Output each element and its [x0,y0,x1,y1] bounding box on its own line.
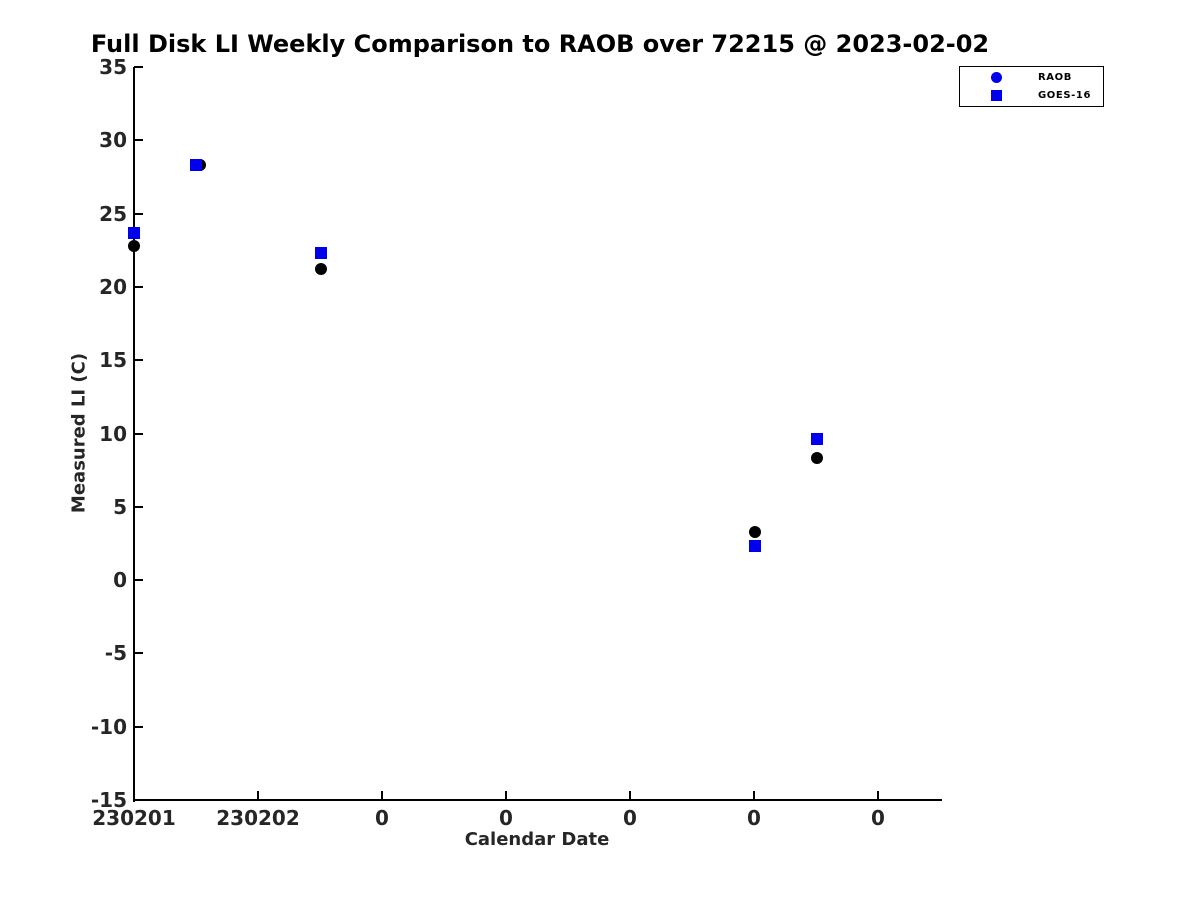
y-tick-label: 10 [99,421,127,446]
data-point-raob [315,263,328,276]
y-tick-mark [134,799,143,801]
y-tick-label: 20 [99,274,127,299]
y-axis-line [133,67,135,802]
x-tick-label: 230202 [216,806,300,830]
y-tick-mark [134,359,143,362]
y-tick-mark [134,139,143,142]
x-tick-label: 0 [499,806,513,830]
y-tick-mark [134,432,143,435]
y-tick-label: 25 [99,201,127,226]
data-point-goes16 [128,226,140,239]
data-point-goes16 [811,433,824,446]
data-point-goes16 [190,159,202,172]
legend-label: GOES-16 [1038,90,1092,101]
y-tick-mark [134,505,143,508]
legend-item-raob: RAOB [960,70,1103,85]
y-axis-label: Measured LI (C) [68,352,90,514]
data-point-raob [128,239,140,252]
y-tick-label: -5 [104,641,127,666]
legend-marker-circle-icon [991,72,1002,83]
data-point-raob [811,452,824,465]
y-tick-label: 30 [99,128,127,153]
x-tick-label: 0 [375,806,389,830]
x-tick-mark [505,791,507,800]
plot-area [128,66,940,801]
x-tick-mark [133,791,135,800]
x-tick-mark [629,791,631,800]
legend-marker-square-icon [991,90,1002,101]
data-point-raob [749,525,762,538]
x-tick-mark [877,791,879,800]
y-tick-label: 15 [99,348,127,373]
y-tick-label: 0 [113,568,127,593]
y-tick-label: -15 [90,788,127,812]
legend-label: RAOB [1038,72,1072,83]
x-tick-label: 0 [871,806,885,830]
legend-item-goes16: GOES-16 [960,88,1103,103]
y-tick-label: -10 [90,714,127,739]
data-point-goes16 [315,247,328,260]
x-tick-mark [753,791,755,800]
x-axis-label: Calendar Date [464,829,610,850]
y-tick-mark [134,652,143,655]
x-tick-label: 0 [623,806,637,830]
y-tick-mark [134,285,143,288]
y-tick-mark [134,579,143,582]
y-tick-mark [134,725,143,728]
y-tick-label: 5 [113,494,127,519]
x-axis-line [133,799,942,801]
x-tick-mark [381,791,383,800]
x-tick-label: 230201 [92,806,176,830]
y-tick-label: 35 [99,55,127,79]
data-point-goes16 [749,540,762,553]
y-tick-mark [134,66,143,68]
x-tick-label: 0 [747,806,761,830]
y-tick-mark [134,212,143,215]
x-tick-mark [257,791,259,800]
legend: RAOB GOES-16 [959,66,1104,107]
chart-title: Full Disk LI Weekly Comparison to RAOB o… [90,30,990,58]
